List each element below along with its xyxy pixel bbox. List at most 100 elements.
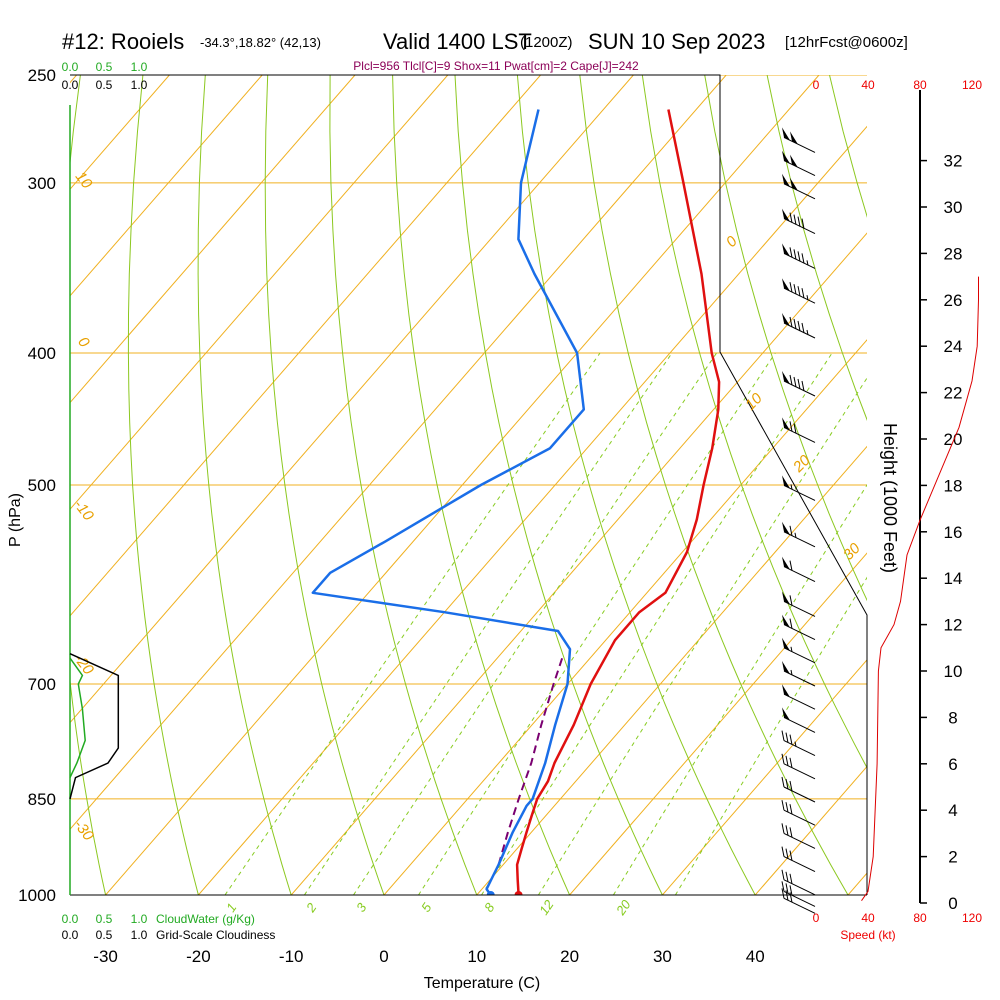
wind-barb [782, 173, 816, 200]
wind-barb [782, 278, 816, 304]
wind-barb-flag [781, 753, 785, 764]
height-tick-label: 0 [948, 894, 957, 913]
wind-barb-half-flag [806, 260, 809, 266]
isotherm-label: -10 [70, 496, 97, 524]
dry-adiabat-line [197, 75, 292, 895]
wind-barb-flag [781, 730, 785, 741]
wind-barb-flag [793, 249, 797, 260]
wind-barb-flag [797, 286, 801, 297]
wind-barb-flag [789, 757, 793, 768]
sounding-indices: Plcl=956 Tlcl[C]=9 Shox=11 Pwat[cm]=2 Ca… [353, 59, 639, 73]
isotherm-line [70, 75, 263, 297]
isotherm-line [70, 75, 727, 831]
wind-barb-pennant [782, 637, 790, 651]
wind-barb-half-flag [790, 669, 793, 676]
speed-axis-label: Speed (kt) [840, 928, 895, 942]
temperature-tick-label: 30 [653, 947, 672, 966]
cloudiness-legend-label: Grid-Scale Cloudiness [156, 928, 275, 942]
wind-barb-shaft [783, 809, 816, 826]
isotherm-line [70, 75, 356, 404]
dry-adiabat-line [70, 75, 107, 895]
temperature-tick-label: -10 [279, 947, 304, 966]
wind-barb-flag [801, 253, 805, 264]
height-tick-label: 32 [944, 152, 963, 171]
cloudwater-curve [69, 657, 86, 778]
wind-barb-flag [785, 732, 789, 743]
wind-barb-half-flag [794, 741, 797, 747]
dry-adiabat-line [127, 75, 199, 895]
pressure-tick-label: 400 [28, 344, 56, 363]
wind-barb-shaft [783, 897, 816, 914]
wind-barb-pennant [782, 150, 790, 164]
height-tick-label: 8 [948, 708, 957, 727]
wind-barb-pennant [782, 243, 790, 257]
wind-barb [782, 521, 816, 548]
dry-adiabat-line [641, 75, 867, 769]
height-tick-label: 2 [948, 848, 957, 867]
mixing-ratio-line [674, 576, 867, 895]
wind-barb [781, 753, 816, 780]
wind-barb-flag [801, 380, 805, 392]
wind-barb [782, 208, 816, 235]
dry-adiabat-line [0, 75, 18, 895]
dry-adiabat-line [704, 75, 867, 602]
speed-tick-bottom: 80 [913, 911, 927, 925]
wind-barb-flag [801, 322, 805, 334]
wind-barb-flag [781, 776, 785, 788]
isotherm-line [383, 339, 867, 895]
mixing-ratio-line [303, 352, 673, 895]
wind-barb-half-flag [790, 484, 793, 490]
height-axis-label: Height (1000 Feet) [880, 423, 900, 573]
height-tick-label: 10 [944, 662, 963, 681]
isotherm-line [662, 659, 867, 895]
wind-barb [782, 417, 816, 443]
dry-adiabat-line [329, 75, 478, 895]
mixing-ratio-label: 3 [353, 900, 370, 915]
isotherm-line [70, 75, 541, 617]
wind-barb-flag [789, 212, 793, 223]
wind-barb-flag [789, 885, 793, 896]
wind-barb [781, 776, 816, 803]
height-tick-label: 18 [944, 476, 963, 495]
cloudiness-tick-bottom: 1.0 [131, 928, 148, 942]
forecast-info: [12hrFcst@0600z] [785, 34, 908, 51]
wind-barb-flag [801, 288, 805, 299]
wind-barb [782, 614, 816, 641]
height-tick-label: 12 [944, 616, 963, 635]
dewpoint-curve [311, 109, 586, 895]
mixing-ratio-line [481, 352, 833, 895]
mixing-ratio-line [612, 484, 867, 895]
speed-tick-top: 120 [962, 78, 982, 92]
speed-tick-bottom: 0 [813, 911, 820, 925]
wind-barb-flag [793, 284, 797, 295]
wind-barb [781, 823, 816, 849]
dry-adiabat-line [579, 75, 849, 895]
wind-barb-flag [789, 282, 793, 293]
wind-barb-flag [785, 848, 789, 859]
height-tick-label: 20 [944, 430, 963, 449]
wind-barb-flag [789, 850, 793, 861]
wind-barb [782, 313, 816, 339]
wind-barb-flag [797, 320, 801, 332]
wind-barb-pennant [782, 707, 790, 721]
isotherm-label: 20 [789, 451, 814, 476]
y-axis-label: P (hPa) [7, 493, 24, 547]
mixing-ratio-line [537, 377, 867, 895]
isotherm-line [198, 125, 867, 895]
wind-barb-flag [797, 251, 801, 262]
wind-barb-flag [781, 888, 785, 899]
wind-barb-flag [789, 734, 793, 745]
wind-barb-flag [785, 871, 789, 882]
wind-barb-pennant [782, 661, 790, 674]
mixing-ratio-line [353, 352, 718, 895]
wind-barb [782, 707, 816, 733]
wind-barb-shaft [783, 832, 816, 849]
speed-tick-top: 80 [913, 78, 927, 92]
cloudwater-tick-bottom: 1.0 [131, 912, 148, 926]
wind-barb-flag [789, 316, 793, 328]
dry-adiabat-line [454, 75, 663, 895]
right-panel: 0246810121416182022242628303200404080801… [781, 78, 982, 942]
dry-adiabat-line [516, 75, 756, 895]
wind-speed-curve [861, 276, 979, 901]
wind-barb-flag [789, 374, 793, 386]
